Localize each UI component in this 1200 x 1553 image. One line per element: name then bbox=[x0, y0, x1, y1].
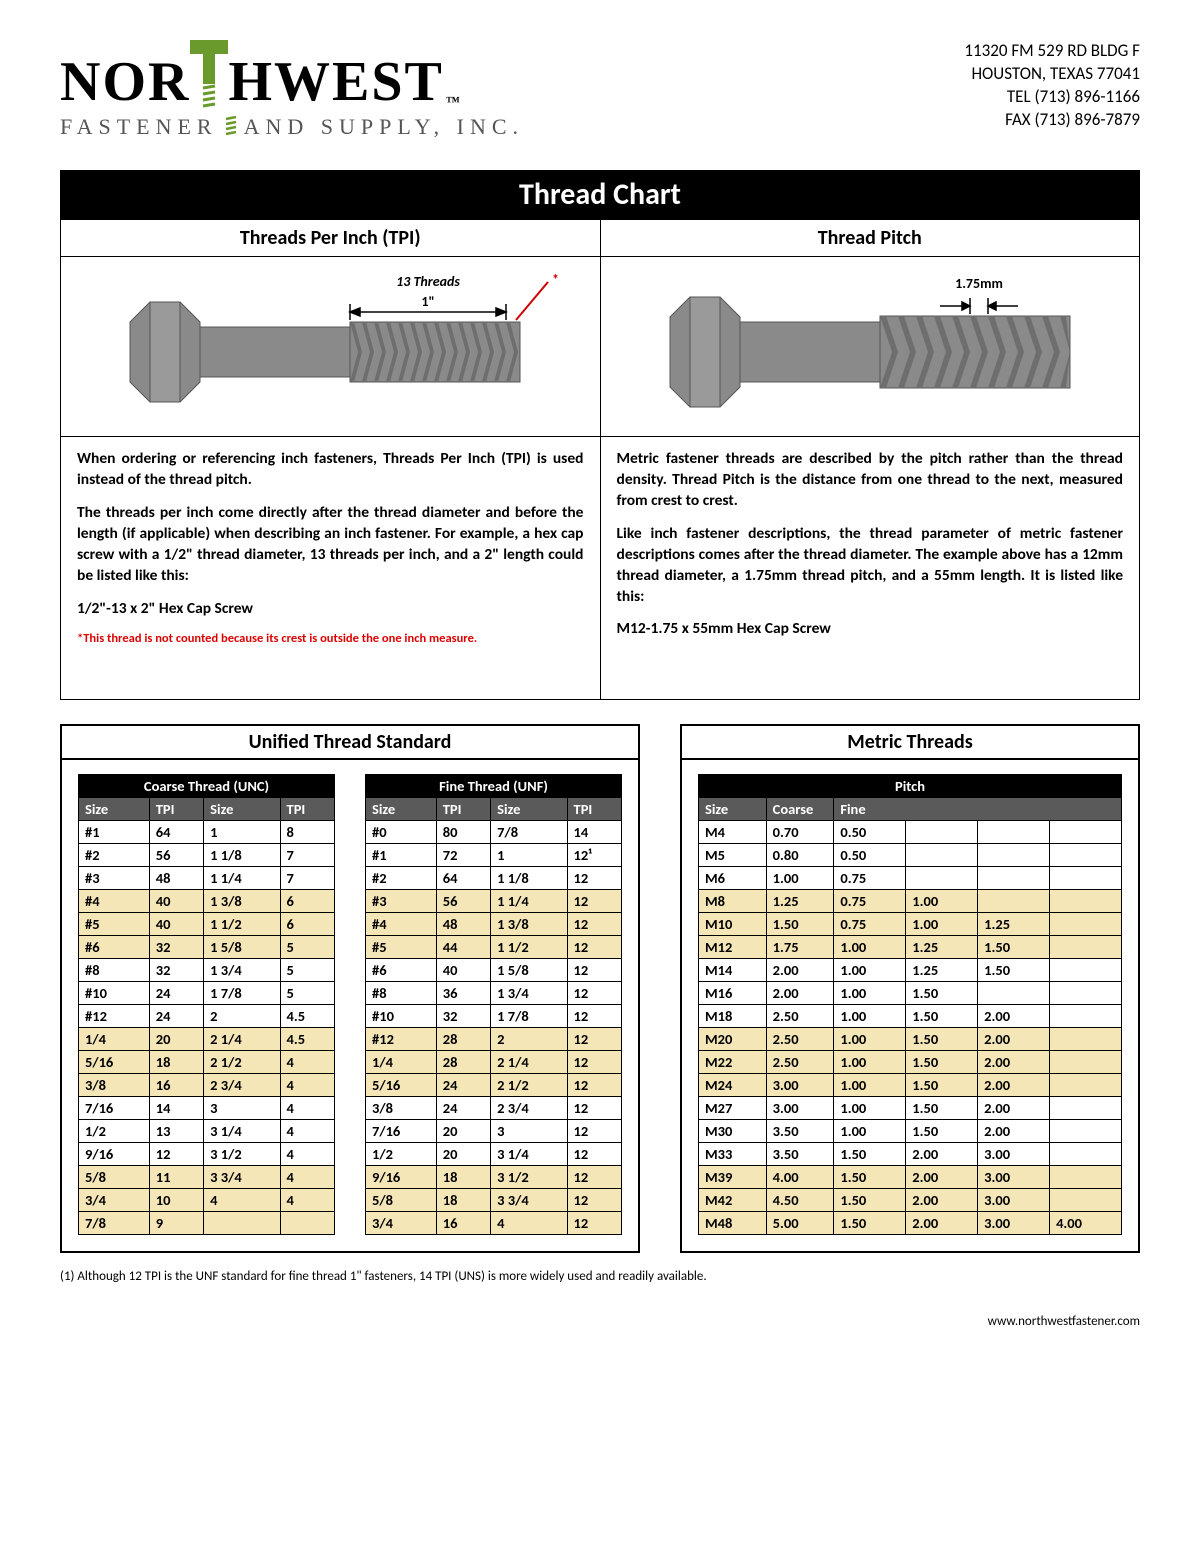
logo-sub-right: AND SUPPLY, INC. bbox=[244, 114, 524, 140]
metric-section: Metric Threads PitchSizeCoarseFineM40.70… bbox=[680, 724, 1140, 1253]
tm: ™ bbox=[446, 96, 462, 110]
svg-text:*: * bbox=[552, 271, 559, 288]
tpi-label-threads: 13 Threads bbox=[396, 273, 460, 290]
footer-url: www.northwestfastener.com bbox=[60, 1314, 1140, 1329]
pitch-column: Thread Pitch bbox=[601, 220, 1140, 699]
pitch-bolt-diagram: 1.75mm bbox=[601, 257, 1140, 437]
pitch-p2: Like inch fastener descriptions, the thr… bbox=[617, 524, 1124, 608]
tpi-description: When ordering or referencing inch fasten… bbox=[61, 437, 600, 674]
addr-1: 11320 FM 529 RD BLDG F bbox=[964, 40, 1140, 63]
logo-sub-left: FASTENER bbox=[60, 114, 218, 140]
logo-t-icon bbox=[190, 40, 228, 110]
tpi-footnote: *This thread is not counted because its … bbox=[77, 631, 584, 648]
page-title: Thread Chart bbox=[60, 170, 1140, 219]
metric-table: PitchSizeCoarseFineM40.700.50M50.800.50M… bbox=[698, 774, 1122, 1235]
tpi-p2: The threads per inch come directly after… bbox=[77, 503, 584, 587]
address-block: 11320 FM 529 RD BLDG F HOUSTON, TEXAS 77… bbox=[964, 40, 1140, 132]
unc-table: Coarse Thread (UNC)SizeTPISizeTPI#16418#… bbox=[78, 774, 335, 1235]
svg-text:1.75mm: 1.75mm bbox=[955, 275, 1003, 292]
company-logo: NOR HWEST ™ FASTENER bbox=[60, 40, 524, 140]
pitch-heading: Thread Pitch bbox=[601, 220, 1140, 257]
pitch-example: M12-1.75 x 55mm Hex Cap Screw bbox=[617, 619, 1124, 640]
unf-table: Fine Thread (UNF)SizeTPISizeTPI#0807/814… bbox=[365, 774, 622, 1235]
logo-nor: NOR bbox=[60, 54, 190, 110]
pitch-p1: Metric fastener threads are described by… bbox=[617, 449, 1124, 512]
explanation-panel: Threads Per Inch (TPI) bbox=[60, 219, 1140, 700]
uts-section: Unified Thread Standard Coarse Thread (U… bbox=[60, 724, 640, 1253]
svg-text:1": 1" bbox=[422, 293, 435, 310]
screw-icon bbox=[224, 116, 238, 138]
pitch-description: Metric fastener threads are described by… bbox=[601, 437, 1140, 699]
tpi-example: 1/2"-13 x 2" Hex Cap Screw bbox=[77, 599, 584, 620]
tpi-p1: When ordering or referencing inch fasten… bbox=[77, 449, 584, 491]
tables-row: Unified Thread Standard Coarse Thread (U… bbox=[60, 724, 1140, 1253]
tpi-column: Threads Per Inch (TPI) bbox=[61, 220, 601, 699]
tpi-bolt-diagram: 13 Threads 1" * bbox=[61, 257, 600, 437]
uts-title: Unified Thread Standard bbox=[60, 724, 640, 758]
footnote-1: (1) Although 12 TPI is the UNF standard … bbox=[60, 1269, 1140, 1284]
addr-2: HOUSTON, TEXAS 77041 bbox=[964, 63, 1140, 86]
metric-title: Metric Threads bbox=[680, 724, 1140, 758]
addr-3: TEL (713) 896-1166 bbox=[964, 86, 1140, 109]
letterhead: NOR HWEST ™ FASTENER bbox=[60, 40, 1140, 140]
logo-hwest: HWEST bbox=[228, 54, 443, 110]
addr-4: FAX (713) 896-7879 bbox=[964, 109, 1140, 132]
tpi-heading: Threads Per Inch (TPI) bbox=[61, 220, 600, 257]
